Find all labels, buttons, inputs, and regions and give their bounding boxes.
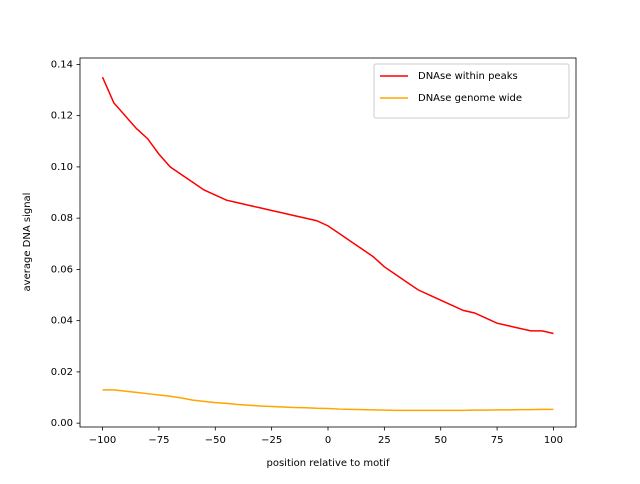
x-tick-label: 100 xyxy=(544,435,563,446)
legend-label: DNAse genome wide xyxy=(418,93,522,104)
line-series xyxy=(101,76,554,335)
line-series xyxy=(102,389,554,412)
x-tick-label: −50 xyxy=(205,435,226,446)
x-tick-label: 25 xyxy=(378,435,391,446)
x-tick-label: 50 xyxy=(434,435,447,446)
y-tick-label: 0.12 xyxy=(51,111,73,122)
x-tick-label: 75 xyxy=(491,435,504,446)
plot-frame xyxy=(79,57,577,428)
y-tick-label: 0.06 xyxy=(51,264,73,275)
y-axis-label: average DNA signal xyxy=(22,193,33,292)
x-axis-label: position relative to motif xyxy=(267,458,390,469)
x-tick-label: −25 xyxy=(261,435,282,446)
y-tick-label: 0.08 xyxy=(51,213,73,224)
legend-label: DNAse within peaks xyxy=(418,71,518,82)
y-tick-label: 0.14 xyxy=(51,59,73,70)
x-tick-label: −100 xyxy=(89,435,116,446)
y-tick-label: 0.04 xyxy=(51,316,73,327)
x-tick-label: 0 xyxy=(325,435,331,446)
y-tick-label: 0.10 xyxy=(51,162,73,173)
y-tick-label: 0.02 xyxy=(51,367,73,378)
y-tick-label: 0.00 xyxy=(51,418,73,429)
legend-box xyxy=(373,63,570,119)
x-tick-label: −75 xyxy=(148,435,169,446)
